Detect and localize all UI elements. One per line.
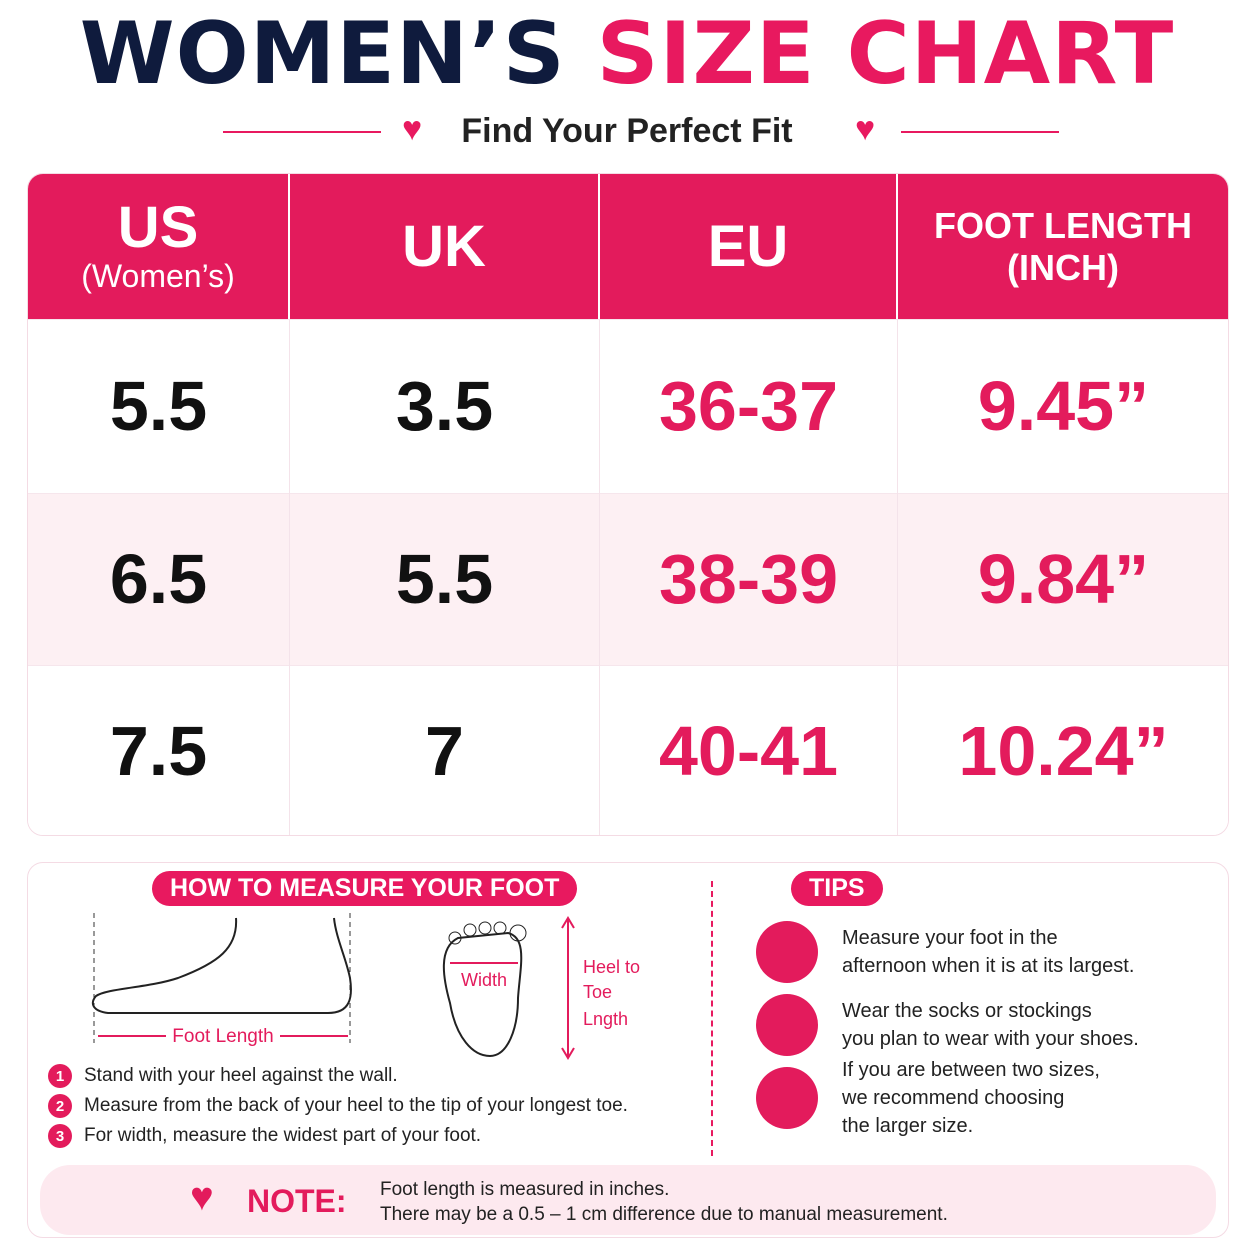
- heel-to-toe-label: Heel to: [583, 957, 640, 977]
- header-text: (Women’s): [81, 258, 235, 294]
- tip-line: you plan to wear with your shoes.: [842, 1027, 1139, 1050]
- header-text: US: [117, 195, 199, 260]
- heel-to-toe-label: Toe: [583, 982, 612, 1002]
- divider: [901, 131, 1059, 133]
- tip-line: afternoon when it is at its largest.: [842, 954, 1135, 977]
- step-number: 2: [48, 1094, 72, 1118]
- steps: 1 Stand with your heel against the wall. 2…: [48, 1061, 628, 1151]
- column-header: FOOT LENGTH (INCH): [898, 174, 1228, 319]
- tip-icon: [756, 993, 818, 1056]
- step: 2 Measure from the back of your heel to t…: [48, 1091, 628, 1121]
- foot-diagram: Foot Length Width Heel to Toe Lngth: [91, 913, 640, 1060]
- table-cell: 40-41: [600, 665, 898, 835]
- info-panel: HOW TO MEASURE YOUR FOOT TIPS Foot Lengt…: [27, 862, 1229, 1238]
- table-cell: 36-37: [600, 319, 898, 493]
- step-number: 3: [48, 1124, 72, 1148]
- column-header: UK: [290, 174, 600, 319]
- tip-line: If you are between two sizes,: [842, 1058, 1100, 1081]
- tip-icon: [756, 1066, 818, 1129]
- table-cell: 9.84”: [898, 493, 1228, 665]
- table-cell: 38-39: [600, 493, 898, 665]
- step-text: Stand with your heel against the wall.: [84, 1065, 398, 1086]
- note-label: NOTE:: [247, 1183, 347, 1219]
- tip-text: Wear the socks or stockings you plan to w…: [842, 997, 1139, 1053]
- tip-line: Wear the socks or stockings: [842, 999, 1092, 1022]
- step-text: For width, measure the widest part of yo…: [84, 1125, 482, 1146]
- foot-length-label: Foot Length: [172, 1026, 273, 1047]
- step: 1 Stand with your heel against the wall.: [48, 1061, 628, 1091]
- divider: [223, 131, 381, 133]
- heart-icon: ♥: [402, 110, 423, 148]
- title-left: WOMEN’S: [79, 4, 566, 104]
- section-title: HOW TO MEASURE YOUR FOOT: [152, 871, 578, 906]
- table-cell: 7: [290, 665, 600, 835]
- heart-icon: ♥: [855, 110, 876, 148]
- tip: Wear the socks or stockings you plan to w…: [756, 988, 1139, 1061]
- tip: Measure your foot in the afternoon when i…: [756, 915, 1139, 988]
- tip-text: Measure your foot in the afternoon when i…: [842, 924, 1134, 980]
- note-line: There may be a 0.5 – 1 cm difference due…: [380, 1204, 948, 1225]
- row-bg: [28, 665, 1228, 835]
- table-cell: 3.5: [290, 319, 600, 493]
- tip-line: Measure your foot in the: [842, 926, 1058, 949]
- width-label: Width: [461, 970, 507, 990]
- row-bg: [28, 493, 1228, 665]
- table-cell: 9.45”: [898, 319, 1228, 493]
- table-cell: 5.5: [290, 493, 600, 665]
- heart-icon: ♥: [190, 1175, 214, 1219]
- size-table: US (Women’s) UK EU FOOT LENGTH (INCH) 5.5 3.5 36…: [27, 173, 1229, 836]
- tip-icon: [756, 920, 818, 983]
- step-text: Measure from the back of your heel to th…: [84, 1095, 628, 1116]
- heel-to-toe-label: Lngth: [583, 1009, 628, 1029]
- tip-text: If you are between two sizes, we recommen…: [842, 1056, 1100, 1140]
- table-cell: 7.5: [28, 665, 290, 835]
- header-text: EU: [707, 213, 789, 279]
- note-band: ♥ NOTE: Foot length is measured in inche…: [40, 1165, 1216, 1235]
- step-number: 1: [48, 1064, 72, 1088]
- tip-line: we recommend choosing: [842, 1086, 1065, 1109]
- column-header: EU: [600, 174, 898, 319]
- header-text: (INCH): [1007, 246, 1119, 288]
- table-cell: 6.5: [28, 493, 290, 665]
- tip: If you are between two sizes, we recommen…: [756, 1059, 1139, 1137]
- header-text: FOOT LENGTH: [934, 204, 1192, 246]
- title-right: SIZE CHART: [596, 4, 1175, 104]
- table-cell: 5.5: [28, 319, 290, 493]
- subtitle: Find Your Perfect Fit: [461, 112, 793, 150]
- note-text: Foot length is measured in inches. There…: [380, 1177, 948, 1227]
- column-header: US (Women’s): [28, 174, 290, 319]
- row-bg: [28, 319, 1228, 493]
- title: WOMEN’S SIZE CHART: [0, 4, 1254, 104]
- section-title: TIPS: [791, 871, 883, 906]
- table-cell: 10.24”: [898, 665, 1228, 835]
- tip-line: the larger size.: [842, 1114, 974, 1137]
- tips-list: Measure your foot in the afternoon when i…: [756, 915, 1139, 1137]
- step: 3 For width, measure the widest part of y…: [48, 1121, 628, 1151]
- header-text: UK: [402, 213, 486, 279]
- note-line: Foot length is measured in inches.: [380, 1179, 670, 1200]
- separator: [711, 881, 713, 1156]
